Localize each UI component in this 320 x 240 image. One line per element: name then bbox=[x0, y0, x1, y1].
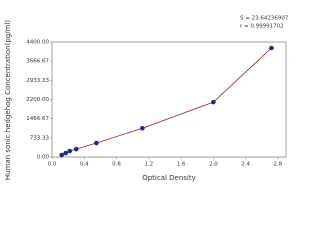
y-tick-label: 3666.67 bbox=[26, 59, 49, 65]
point bbox=[140, 125, 145, 131]
fit-curve bbox=[61, 47, 272, 156]
y-tick-label: 2933.33 bbox=[26, 78, 49, 84]
chart: Optical Density Human sonic hedgehog Con… bbox=[4, 16, 289, 183]
point bbox=[211, 99, 216, 105]
x-tick-label: 1.6 bbox=[177, 162, 186, 168]
y-tick-label: 2200.00 bbox=[26, 97, 49, 103]
x-tick-label: 2.0 bbox=[209, 162, 218, 168]
y-tick-label: 4400.00 bbox=[26, 40, 49, 46]
y-axis-label: Human sonic hedgehog Concentration(pg/ml… bbox=[4, 20, 12, 180]
plot-frame bbox=[51, 41, 287, 158]
x-tick-label: 1.2 bbox=[144, 162, 153, 168]
point bbox=[59, 152, 64, 158]
y-tick-label: 733.33 bbox=[30, 135, 50, 141]
y-tick-label: 1466.67 bbox=[26, 116, 49, 122]
point bbox=[63, 150, 69, 156]
x-tick-label: 0.8 bbox=[112, 162, 121, 168]
y-tick-label: 0.00 bbox=[37, 155, 50, 161]
annotation: S = 23.64236907 bbox=[240, 16, 289, 22]
x-tick-label: 2.8 bbox=[274, 162, 283, 168]
x-tick-label: 2.4 bbox=[241, 162, 250, 168]
point bbox=[269, 45, 274, 51]
point bbox=[73, 146, 79, 152]
x-tick-label: 0.4 bbox=[80, 162, 89, 168]
x-axis-label: Optical Density bbox=[142, 174, 196, 182]
point bbox=[94, 140, 99, 146]
annotation: r = 0.99991702 bbox=[240, 24, 284, 30]
point bbox=[67, 148, 73, 154]
x-tick-label: 0.0 bbox=[48, 162, 57, 168]
